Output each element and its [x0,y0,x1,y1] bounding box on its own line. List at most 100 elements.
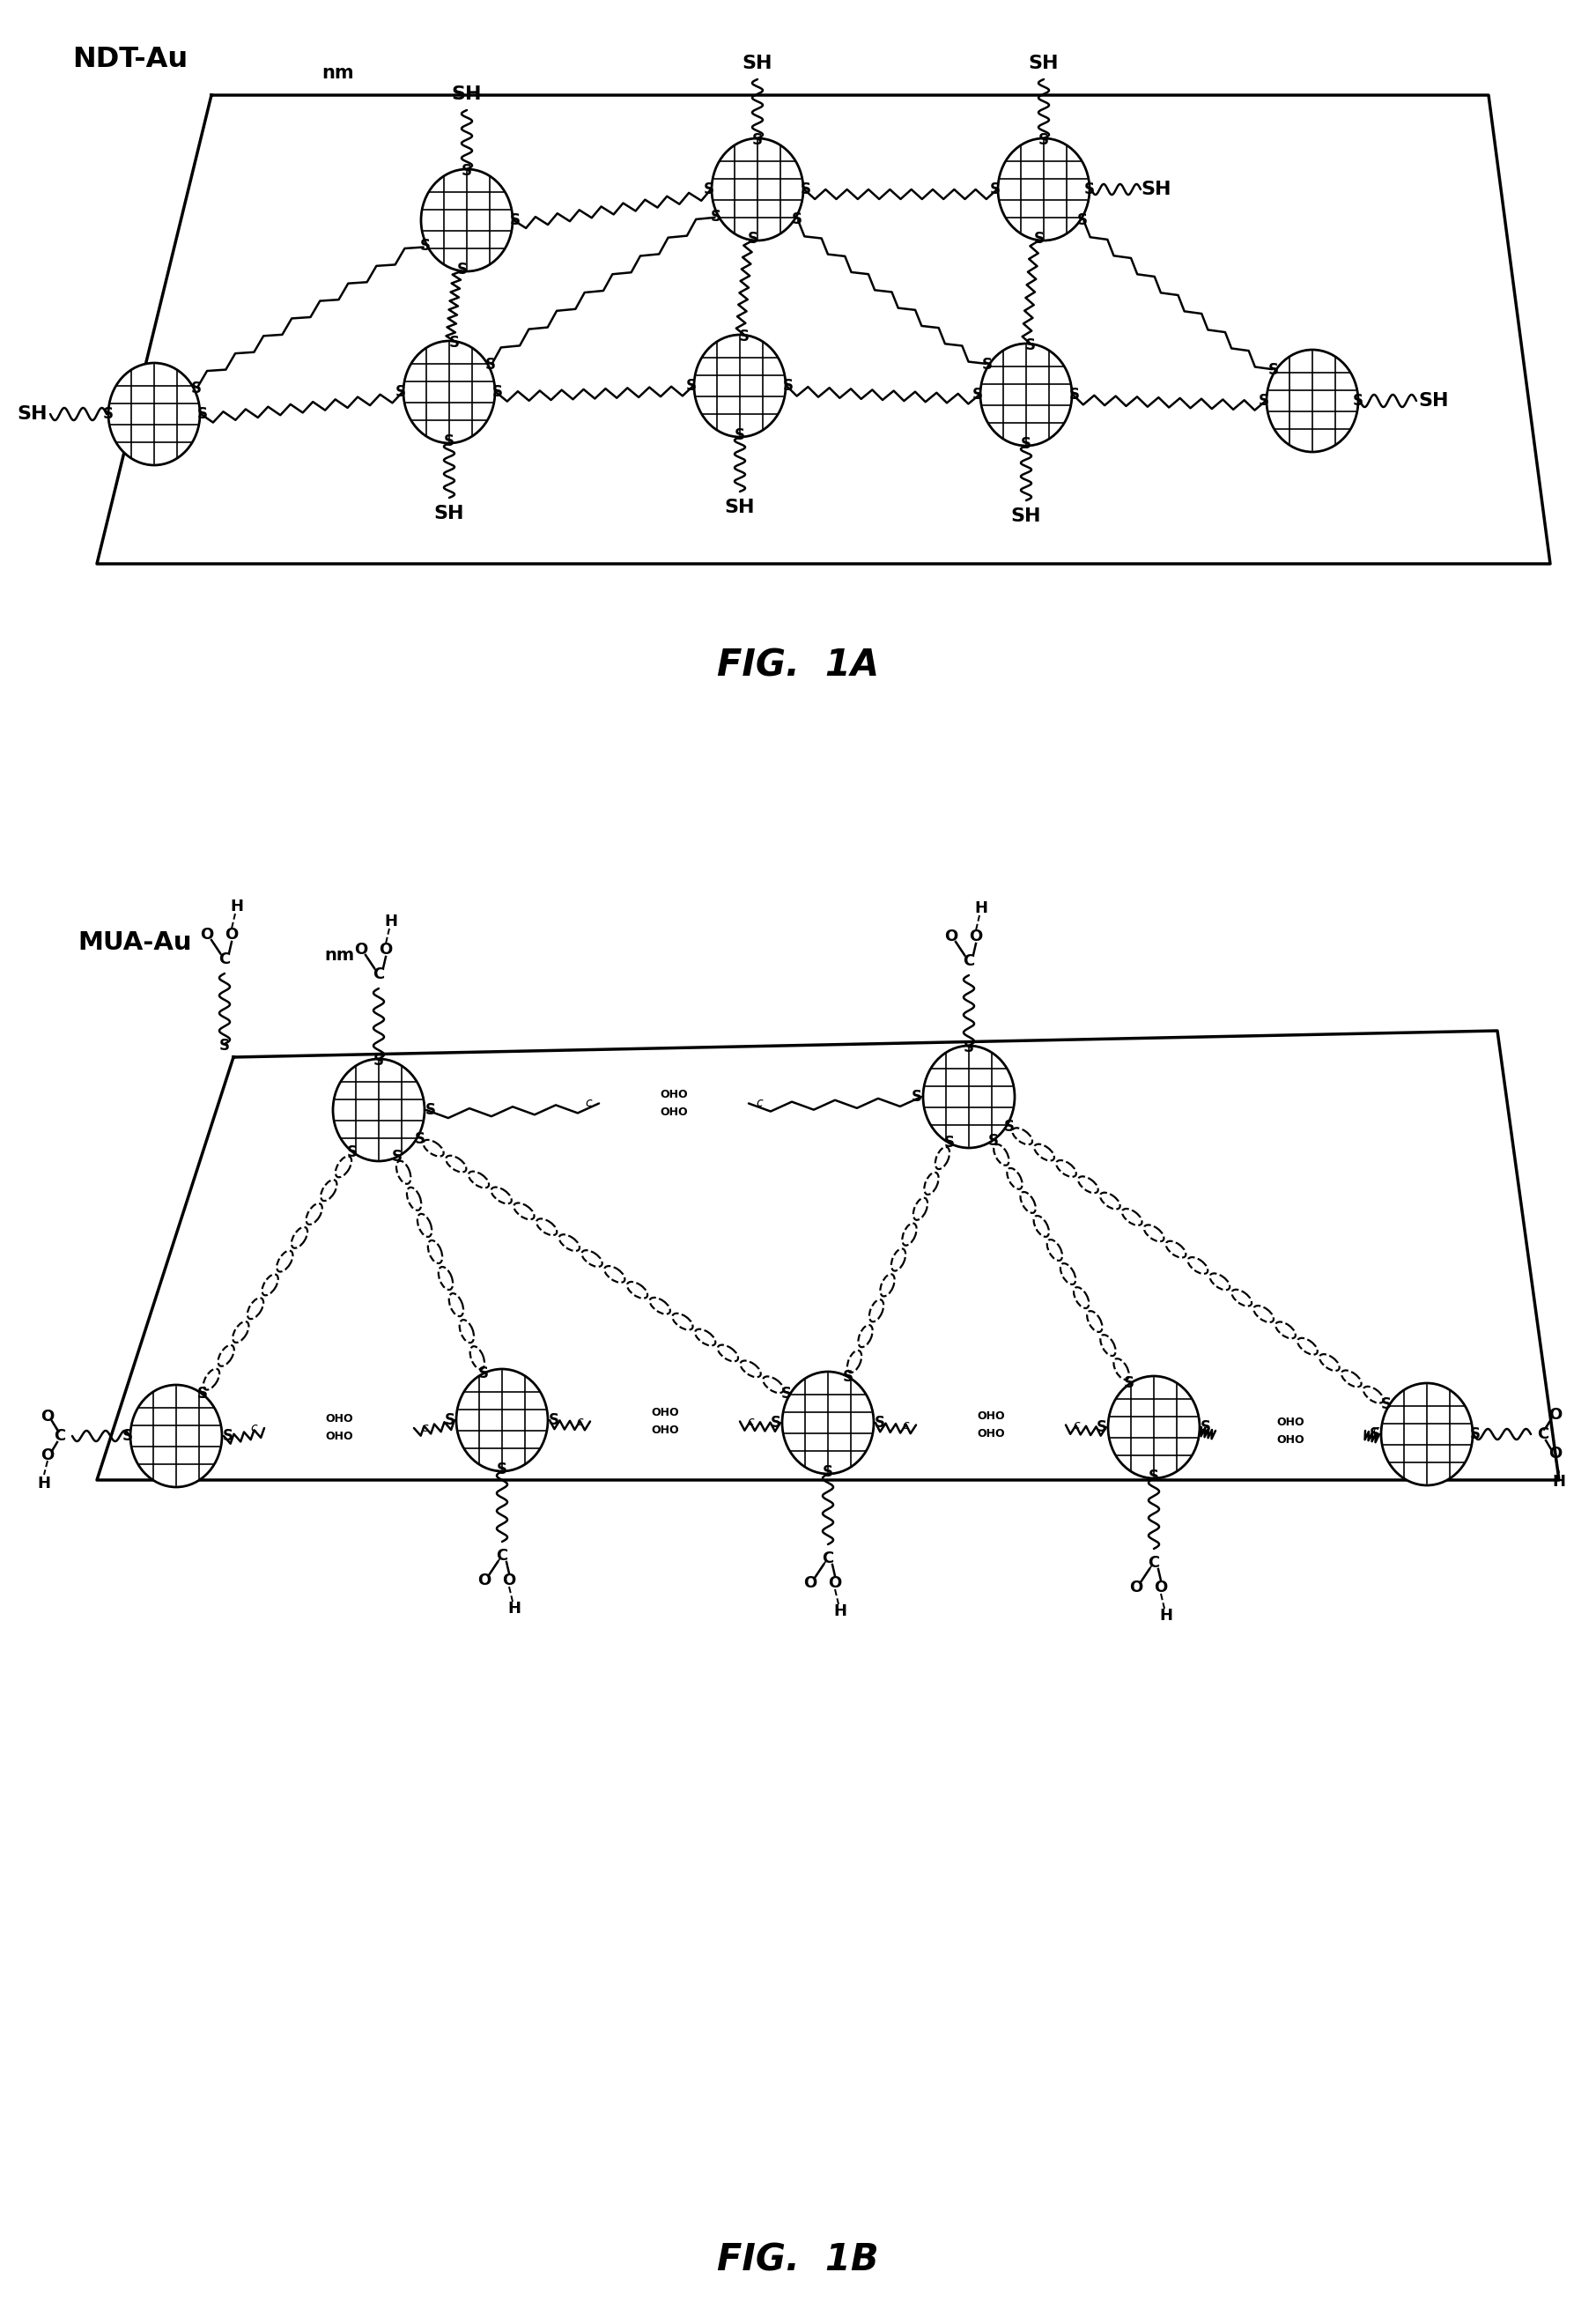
Text: S: S [198,407,207,423]
Ellipse shape [428,1241,442,1264]
Text: O: O [200,927,214,944]
Ellipse shape [718,1346,737,1362]
Ellipse shape [1100,1192,1120,1208]
Ellipse shape [1381,1383,1473,1485]
Text: S: S [1200,1420,1211,1436]
Text: S: S [426,1102,436,1118]
Ellipse shape [1320,1355,1339,1371]
Ellipse shape [456,1369,547,1471]
Text: S: S [1124,1376,1135,1392]
Ellipse shape [1020,1192,1036,1213]
Text: c: c [902,1420,908,1432]
Ellipse shape [421,170,512,272]
Text: C: C [1537,1427,1550,1443]
Text: S: S [782,1385,792,1401]
Text: C: C [1148,1555,1160,1571]
Text: S: S [990,181,1001,198]
Ellipse shape [980,344,1073,446]
Ellipse shape [672,1313,693,1329]
Ellipse shape [1210,1274,1231,1290]
Text: H: H [385,913,397,930]
Text: S: S [373,1053,385,1069]
Text: S: S [456,260,468,277]
Text: S: S [1470,1427,1481,1443]
Ellipse shape [1363,1387,1384,1404]
Ellipse shape [1074,1287,1088,1308]
Ellipse shape [469,1171,488,1188]
Text: C: C [496,1548,508,1564]
Ellipse shape [1079,1176,1098,1192]
Text: S: S [1149,1469,1159,1485]
Ellipse shape [997,139,1090,239]
Ellipse shape [627,1283,648,1299]
Text: S: S [123,1427,132,1443]
Text: S: S [686,379,697,393]
Text: SH: SH [725,500,755,516]
Ellipse shape [306,1204,322,1225]
Text: S: S [415,1132,425,1146]
Text: S: S [219,1039,230,1053]
Text: S: S [549,1413,559,1427]
Text: OHO: OHO [1277,1434,1304,1446]
Text: S: S [801,181,811,198]
Text: S: S [943,1134,954,1150]
Ellipse shape [247,1297,263,1320]
Text: S: S [346,1146,358,1160]
Ellipse shape [891,1248,905,1271]
Text: O: O [354,941,367,957]
Ellipse shape [1232,1290,1251,1306]
Ellipse shape [1275,1322,1296,1339]
Text: S: S [1353,393,1363,409]
Text: S: S [1025,337,1036,353]
Text: S: S [445,1413,455,1427]
Text: C: C [219,951,230,967]
Ellipse shape [1267,349,1358,451]
Ellipse shape [262,1274,278,1294]
Ellipse shape [782,1371,873,1473]
Text: SH: SH [452,86,482,102]
Ellipse shape [418,1213,433,1236]
Ellipse shape [696,1329,715,1346]
Text: H: H [833,1604,847,1620]
Text: OHO: OHO [659,1090,688,1099]
Text: S: S [792,211,801,228]
Ellipse shape [605,1267,626,1283]
Text: S: S [1369,1427,1381,1443]
Text: O: O [1130,1580,1143,1597]
Text: NDT-Au: NDT-Au [72,46,188,74]
Ellipse shape [1100,1334,1116,1355]
Text: OHO: OHO [977,1427,1005,1439]
Text: O: O [828,1576,841,1592]
Ellipse shape [203,1369,219,1390]
Ellipse shape [1034,1143,1055,1160]
Text: OHO: OHO [651,1406,678,1418]
Text: S: S [479,1367,488,1380]
Ellipse shape [741,1360,761,1378]
Text: O: O [41,1408,54,1425]
Ellipse shape [276,1250,292,1271]
Ellipse shape [1047,1239,1063,1260]
Text: FIG.  1B: FIG. 1B [717,2240,879,2278]
Ellipse shape [334,1060,425,1162]
Ellipse shape [471,1346,485,1369]
Text: S: S [822,1464,833,1480]
Text: S: S [739,328,750,344]
Ellipse shape [935,1148,950,1169]
Text: H: H [1553,1473,1566,1490]
Ellipse shape [1167,1241,1186,1257]
Text: S: S [448,335,460,351]
Ellipse shape [913,1197,927,1220]
Ellipse shape [694,335,785,437]
Text: c: c [747,1415,753,1427]
Text: O: O [969,930,983,944]
Text: OHO: OHO [326,1413,353,1425]
Text: S: S [1269,363,1278,379]
Ellipse shape [763,1376,784,1392]
Text: SH: SH [434,504,464,523]
Text: S: S [1381,1397,1392,1413]
Text: c: c [757,1097,763,1109]
Ellipse shape [423,1139,444,1157]
Text: S: S [192,381,201,395]
Text: OHO: OHO [977,1411,1005,1422]
Text: S: S [988,1132,999,1148]
